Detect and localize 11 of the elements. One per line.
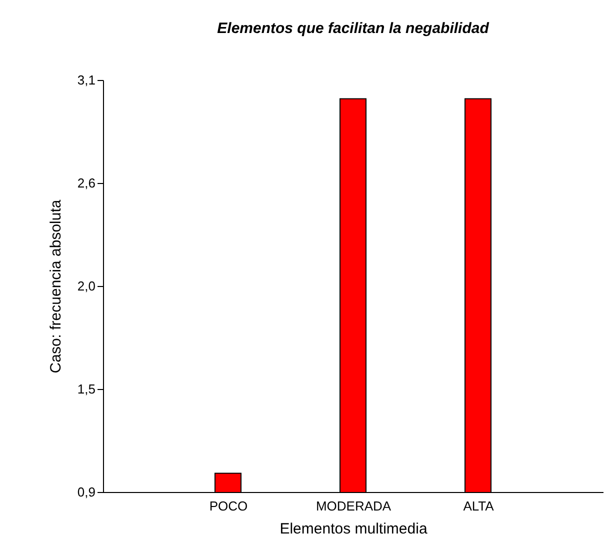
chart-title: Elementos que facilitan la negabilidad (217, 20, 490, 37)
y-axis-title: Caso: frecuencia absoluta (47, 199, 64, 374)
x-axis-title: Elementos multimedia (280, 520, 428, 538)
x-tick-label: POCO (209, 498, 248, 514)
x-tick-label: ALTA (463, 498, 494, 514)
y-tick-label: 2,0 (77, 278, 96, 294)
y-tick-label: 3,1 (77, 72, 96, 88)
x-tick-label: MODERADA (316, 498, 392, 514)
y-tick-label: 0,9 (77, 484, 96, 500)
y-tick-label: 2,6 (77, 176, 96, 190)
y-tick-label: 1,5 (77, 382, 96, 396)
